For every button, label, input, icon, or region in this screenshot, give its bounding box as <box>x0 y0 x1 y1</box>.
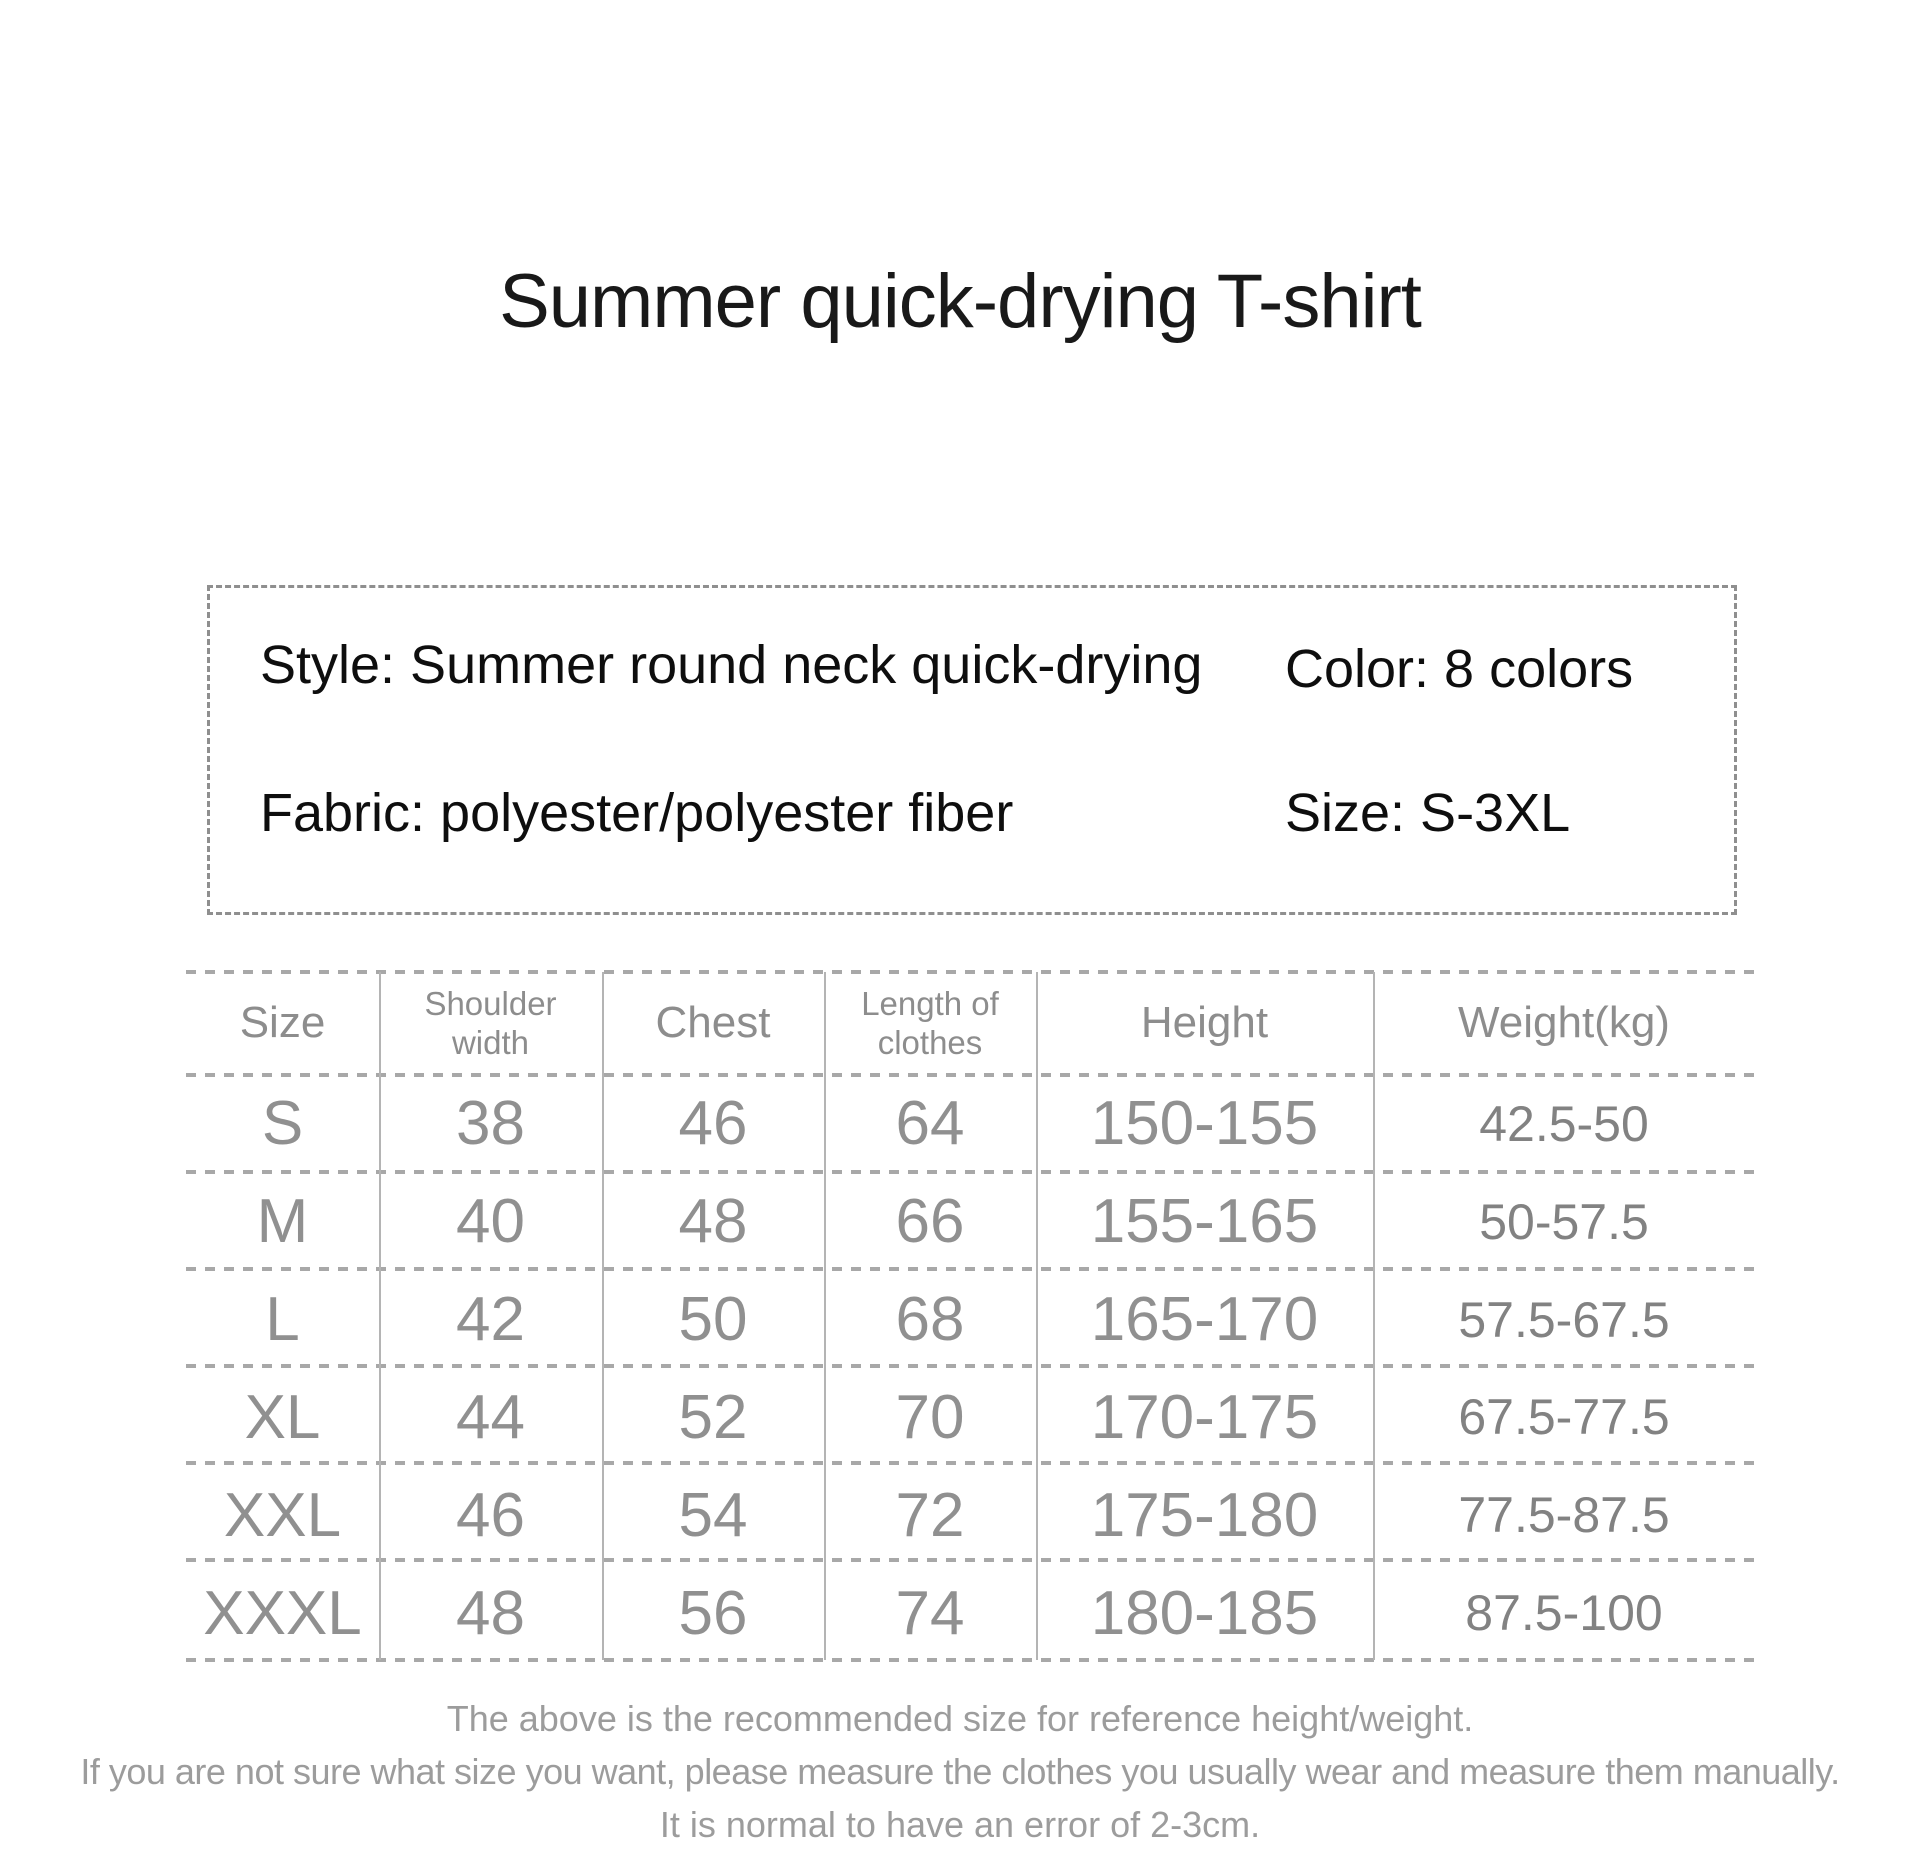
cell-m-chest: 48 <box>678 1187 748 1257</box>
cell-l-chest: 50 <box>678 1285 748 1355</box>
header-shoulder-width: Shoulder width <box>379 970 602 1075</box>
cell-xxxl-shoulder: 48 <box>456 1578 525 1648</box>
size-table-grid: Size Shoulder width Chest Length of clot… <box>186 970 1755 1662</box>
header-shoulder-width-label: Shoulder width <box>424 984 557 1061</box>
header-weight: Weight(kg) <box>1458 997 1670 1047</box>
table-divider-vertical <box>379 972 381 1660</box>
cell-m-height: 155-165 <box>1090 1187 1319 1257</box>
header-length-label: Length of clothes <box>861 984 999 1061</box>
cell-xxl-height: 175-180 <box>1090 1480 1319 1550</box>
cell-xl-length: 70 <box>895 1382 965 1452</box>
table-divider-horizontal <box>186 1170 1755 1174</box>
size-note-line1: The above is the recommended size for re… <box>446 1698 1474 1739</box>
table-divider-horizontal <box>186 970 1755 974</box>
size-note-line2: If you are not sure what size you want, … <box>80 1751 1840 1792</box>
cell-m-length: 66 <box>895 1187 965 1257</box>
color-info: Color: 8 colors <box>1285 639 1634 699</box>
cell-l-shoulder: 42 <box>456 1285 525 1355</box>
table-divider-horizontal <box>186 1364 1755 1368</box>
cell-s-height: 150-155 <box>1090 1089 1319 1159</box>
fabric-info: Fabric: polyester/polyester fiber <box>260 783 1014 843</box>
table-divider-vertical <box>1373 972 1375 1660</box>
cell-xxl-size: XXL <box>223 1480 342 1550</box>
page-title: Summer quick-drying T-shirt <box>499 259 1422 344</box>
cell-xxxl-chest: 56 <box>678 1578 748 1648</box>
size-range-info: Size: S-3XL <box>1285 783 1571 843</box>
cell-m-shoulder: 40 <box>456 1187 525 1257</box>
cell-m-weight: 50-57.5 <box>1479 1193 1649 1250</box>
cell-s-weight: 42.5-50 <box>1479 1095 1649 1152</box>
size-table: Size Shoulder width Chest Length of clot… <box>186 970 1755 1662</box>
size-note-line3: It is normal to have an error of 2-3cm. <box>659 1804 1261 1845</box>
table-divider-horizontal <box>186 1267 1755 1271</box>
cell-s-chest: 46 <box>678 1089 748 1159</box>
cell-xl-weight: 67.5-77.5 <box>1458 1389 1670 1446</box>
table-divider-horizontal <box>186 1558 1755 1562</box>
cell-s-length: 64 <box>895 1089 965 1159</box>
header-chest: Chest <box>655 997 771 1047</box>
header-size: Size <box>239 997 326 1047</box>
cell-l-length: 68 <box>895 1285 965 1355</box>
cell-xl-shoulder: 44 <box>456 1382 525 1452</box>
cell-xxl-length: 72 <box>895 1480 965 1550</box>
style-info: Style: Summer round neck quick-drying <box>260 635 1203 695</box>
cell-s-size: S <box>261 1089 304 1159</box>
table-divider-vertical <box>1036 972 1038 1660</box>
cell-s-shoulder: 38 <box>456 1089 525 1159</box>
table-divider-horizontal <box>186 1461 1755 1465</box>
cell-m-size: M <box>256 1187 309 1257</box>
cell-xl-chest: 52 <box>678 1382 748 1452</box>
cell-l-size: L <box>265 1285 300 1355</box>
cell-xxxl-weight: 87.5-100 <box>1465 1585 1663 1642</box>
table-divider-vertical <box>824 972 826 1660</box>
header-height: Height <box>1140 997 1269 1047</box>
cell-xxl-chest: 54 <box>678 1480 748 1550</box>
table-divider-horizontal <box>186 1658 1755 1662</box>
table-divider-horizontal <box>186 1073 1755 1077</box>
size-note: The above is the recommended size for re… <box>0 1692 1920 1851</box>
cell-xxxl-height: 180-185 <box>1090 1578 1319 1648</box>
cell-xxxl-size: XXXL <box>203 1578 362 1648</box>
cell-xl-height: 170-175 <box>1090 1382 1319 1452</box>
cell-xxl-weight: 77.5-87.5 <box>1458 1487 1670 1544</box>
table-divider-vertical <box>602 972 604 1660</box>
cell-xxl-shoulder: 46 <box>456 1480 525 1550</box>
product-info-box: Style: Summer round neck quick-drying Co… <box>207 585 1737 915</box>
cell-l-weight: 57.5-67.5 <box>1458 1291 1670 1348</box>
cell-l-height: 165-170 <box>1090 1285 1319 1355</box>
header-length: Length of clothes <box>824 970 1036 1075</box>
cell-xxxl-length: 74 <box>895 1578 965 1648</box>
cell-xl-size: XL <box>244 1382 321 1452</box>
